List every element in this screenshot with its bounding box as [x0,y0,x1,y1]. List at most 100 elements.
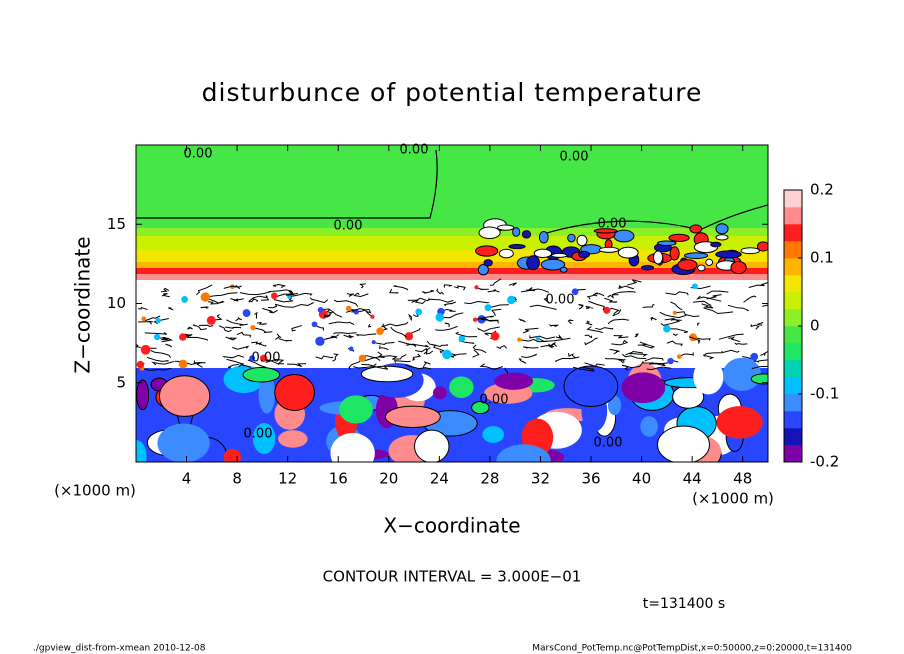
contour-line [444,322,450,328]
field-blob [252,422,276,455]
contour-line [612,291,636,295]
contour-line [706,294,722,300]
contour-label: 0.00 [252,351,281,366]
field-blob [242,366,281,383]
contour-line [227,363,240,368]
field-speck [458,335,466,342]
field-speck [358,354,367,362]
contour-line [706,290,729,295]
contour-line [392,354,407,360]
contour-line [248,295,268,302]
field-speck [484,304,492,312]
contour-line [422,361,431,368]
field-blob [496,444,551,462]
field-blob [715,234,729,241]
contour-line [146,356,169,362]
contour-line [521,288,550,293]
colorbar-tick-label: 0.2 [810,181,834,199]
y-axis-label: Z−coordinate [71,236,95,373]
field-blob [567,233,576,243]
contour-line [592,292,605,297]
field-blob [677,259,698,271]
field-speck [404,332,414,341]
contour-line [286,363,307,367]
contour-line [230,298,244,302]
contour-line [379,323,389,332]
contour-line [408,313,412,322]
contour-line [609,348,620,355]
footer-left: ./gpview_dist-from-xmean 2010-12-08 [33,644,206,654]
contour-line [364,355,398,362]
field-speck [672,310,677,315]
contour-field [136,145,768,462]
colorbar-segment [784,309,802,327]
contour-line [689,336,701,345]
contour-line [595,327,614,331]
contour-line [728,335,741,343]
chart-title: disturbunce of potential temperature [202,78,703,107]
colorbar-segment [784,428,802,446]
field-speck [692,283,698,289]
contour-line [756,322,764,326]
contour-line [674,311,700,318]
contour-line [584,337,598,346]
contour-line [196,284,213,296]
contour-label: 0.00 [546,293,575,308]
contour-line [454,285,466,291]
contour-line [666,328,688,334]
contour-line [136,344,141,348]
contour-line [265,358,285,365]
x-tick-label: 48 [733,470,752,488]
field-blob [494,372,534,390]
contour-line [522,327,539,334]
contour-line [368,324,372,328]
contour-line [586,326,603,334]
field-speck [571,288,579,296]
field-blob [483,259,493,267]
contour-line [251,341,263,346]
contour-line [472,344,487,354]
contour-line [390,326,407,338]
contour-line [588,300,605,311]
contour-line [626,279,642,286]
contour-label: 0.00 [184,147,213,162]
contour-line [162,337,169,341]
contour-line [343,334,354,339]
field-speck [259,354,268,363]
contour-line [504,367,509,374]
contour-line [161,293,170,298]
contour-line [496,345,508,350]
x-tick-label: 32 [531,470,550,488]
colorbar-segment [784,394,802,412]
field-blob [576,234,588,247]
contour-line [223,285,242,289]
contour-line [604,297,618,303]
contour-line [572,366,595,372]
y-tick-label: 5 [116,373,126,391]
contour-line [543,297,550,304]
field-speck [155,317,161,324]
field-speck [435,313,445,322]
contour-line [582,367,595,371]
field-speck [376,327,384,335]
contour-line [151,361,174,366]
field-blob [613,229,635,243]
contour-line [275,333,282,340]
contour-line [361,364,389,370]
contour-line [398,340,417,348]
contour-line [431,343,449,348]
field-speck [676,354,682,359]
colorbar-segment [784,258,802,276]
contour-line [578,304,584,310]
contour-line [436,288,444,295]
contour-line [348,360,361,370]
contour-line [333,332,357,335]
colorbar-segment [784,326,802,344]
contour-line [695,295,722,302]
contour-line [137,320,153,325]
x-tick-label: 8 [232,470,242,488]
field-blob [705,258,714,266]
field-blob [756,241,768,252]
field-blob [551,252,568,258]
